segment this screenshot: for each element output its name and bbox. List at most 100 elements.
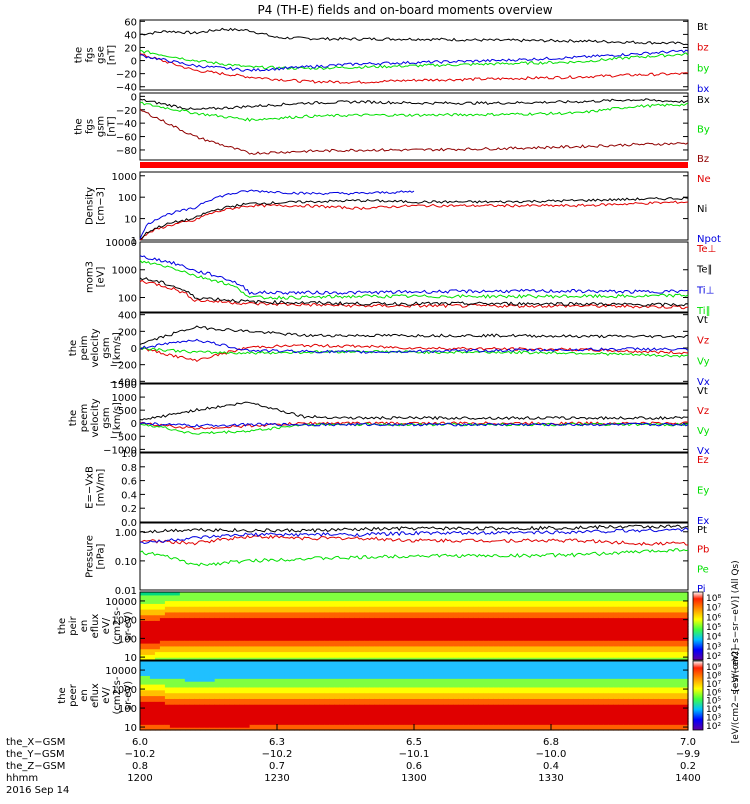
- heatmap-cell: [250, 592, 256, 595]
- heatmap-cell: [563, 661, 569, 664]
- series-line-by: [140, 102, 688, 121]
- legend-ez: Ez: [697, 455, 709, 466]
- legend-ne: Ne: [697, 174, 711, 185]
- heatmap-cell: [628, 592, 634, 595]
- heatmap-cell: [678, 592, 684, 595]
- heatmap-cell: [245, 592, 251, 595]
- heatmap-cell: [265, 592, 271, 595]
- heatmap-cell: [449, 592, 455, 595]
- heatmap-cell: [140, 592, 146, 595]
- heatmap-cell: [494, 592, 500, 595]
- heatmap-cell: [279, 661, 285, 664]
- heatmap-cell: [534, 592, 540, 595]
- heatmap-cell: [369, 661, 375, 664]
- y-tick-label: 0.10: [115, 557, 137, 568]
- y-tick-label: −80: [116, 146, 137, 157]
- y-axis-label: fgs: [85, 119, 96, 134]
- heatmap-cell: [454, 592, 460, 595]
- heatmap-cell: [553, 661, 559, 664]
- heatmap-cell: [270, 592, 276, 595]
- y-axis-label: [nT]: [107, 116, 118, 136]
- heatmap-cell: [314, 661, 320, 664]
- heatmap-cell: [539, 661, 545, 664]
- heatmap-cell: [633, 592, 639, 595]
- heatmap-cell: [200, 592, 206, 595]
- heatmap-cell: [494, 661, 500, 664]
- legend-bx: bx: [697, 84, 709, 95]
- heatmap-cell: [549, 592, 555, 595]
- heatmap-cell: [329, 661, 335, 664]
- y-axis-label: fgs: [85, 47, 96, 62]
- heatmap-cell: [299, 592, 305, 595]
- heatmap-cell: [534, 661, 540, 664]
- heatmap-cell: [294, 661, 300, 664]
- y-axis-label: peem: [79, 404, 90, 432]
- heatmap-cell: [359, 592, 365, 595]
- heatmap-cell: [454, 661, 460, 664]
- heatmap-cell: [529, 661, 535, 664]
- series-line-vx: [140, 339, 688, 353]
- heatmap-cell: [603, 592, 609, 595]
- heatmap-cell: [309, 661, 315, 664]
- heatmap-cell: [240, 661, 246, 664]
- heatmap-cell: [444, 592, 450, 595]
- heatmap-cell: [399, 592, 405, 595]
- heatmap-cell: [225, 592, 231, 595]
- heatmap-cell: [558, 661, 564, 664]
- heatmap-cell: [289, 592, 295, 595]
- heatmap-cell: [459, 661, 465, 664]
- heatmap-cell: [175, 661, 181, 664]
- heatmap-cell: [613, 592, 619, 595]
- heatmap-cell: [284, 661, 290, 664]
- heatmap-cell: [479, 592, 485, 595]
- heatmap-cell: [504, 661, 510, 664]
- series-line-pt: [140, 525, 688, 533]
- heatmap-cell: [195, 661, 201, 664]
- y-tick-label: 0.8: [121, 463, 137, 474]
- heatmap-cell: [289, 661, 295, 664]
- heatmap-cell: [429, 661, 435, 664]
- y-axis-label: eV/: [101, 617, 112, 634]
- heatmap-cell: [150, 592, 156, 595]
- heatmap-cell: [419, 661, 425, 664]
- heatmap-cell: [588, 592, 594, 595]
- heatmap-cell: [608, 592, 614, 595]
- heatmap-cell: [389, 661, 395, 664]
- y-tick-label: 1500: [112, 380, 137, 391]
- y-tick-label: 10000: [105, 597, 137, 608]
- heatmap-cell: [304, 661, 310, 664]
- legend-pe: Pe: [697, 564, 709, 575]
- heatmap-cell: [449, 661, 455, 664]
- legend-bz: Bz: [697, 154, 709, 165]
- heatmap-cell: [245, 661, 251, 664]
- legend-vy: Vy: [697, 426, 710, 437]
- heatmap-cell: [618, 592, 624, 595]
- heatmap-cell: [414, 661, 420, 664]
- legend-pt: Pt: [697, 525, 707, 536]
- heatmap-cell: [514, 592, 520, 595]
- heatmap-cell: [509, 661, 515, 664]
- y-axis-label: the: [57, 618, 68, 634]
- heatmap-cell: [185, 592, 191, 595]
- heatmap-cell: [170, 592, 176, 595]
- heatmap-cell: [279, 592, 285, 595]
- heatmap-cell: [524, 661, 530, 664]
- y-tick-label: 0: [131, 419, 137, 430]
- y-tick-label: 1000: [112, 266, 137, 277]
- heatmap-cell: [235, 661, 241, 664]
- heatmap-cell: [155, 661, 161, 664]
- heatmap-cell: [230, 661, 236, 664]
- heatmap-cell: [284, 592, 290, 595]
- heatmap-cell: [464, 661, 470, 664]
- heatmap-cell: [469, 661, 475, 664]
- legend-by: by: [697, 63, 709, 74]
- heatmap-cell: [294, 592, 300, 595]
- heatmap-cell: [319, 592, 325, 595]
- y-tick-label: 400: [118, 311, 137, 322]
- heatmap-cell: [200, 661, 206, 664]
- heatmap-cell: [504, 592, 510, 595]
- y-tick-label: 0.01: [115, 586, 137, 597]
- heatmap-cell: [145, 592, 151, 595]
- heatmap-cell: [265, 661, 271, 664]
